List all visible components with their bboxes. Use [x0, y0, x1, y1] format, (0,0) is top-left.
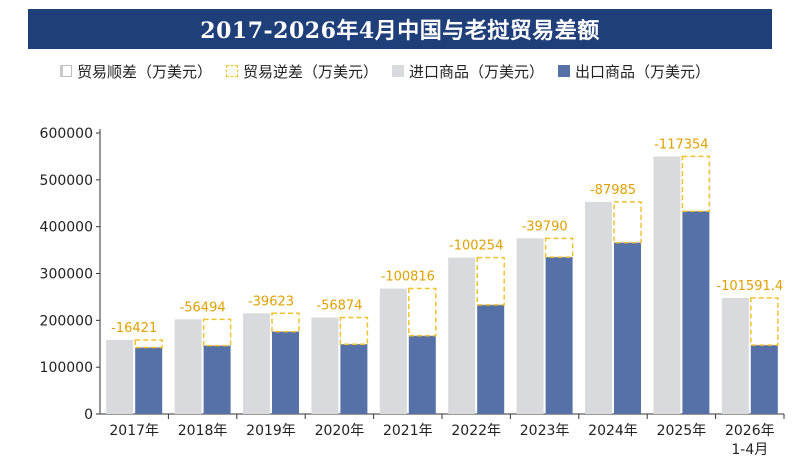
legend-item-deficit: 贸易逆差（万美元） — [226, 61, 378, 82]
import-bar — [379, 288, 407, 414]
export-bar — [750, 345, 778, 414]
y-tick-label: 400000 — [40, 220, 93, 236]
x-tick-label: 2024年 — [588, 423, 638, 439]
deficit-data-label: -39790 — [522, 219, 568, 234]
y-tick-label: 100000 — [40, 360, 93, 376]
y-tick-label: 0 — [84, 407, 93, 423]
deficit-box — [202, 318, 232, 347]
x-tick-label: 2018年 — [178, 423, 228, 439]
import-bar — [653, 156, 681, 414]
legend-item-import: 进口商品（万美元） — [392, 61, 544, 82]
deficit-box — [681, 155, 711, 212]
x-tick-label: 2026年 — [725, 423, 775, 439]
import-bar — [311, 317, 339, 414]
x-tick-label: 2017年 — [109, 423, 159, 439]
x-tick-label: 2022年 — [451, 423, 501, 439]
y-tick-label: 200000 — [40, 313, 93, 329]
deficit-data-label: -100254 — [449, 239, 503, 254]
legend-swatch-deficit — [226, 65, 239, 77]
legend-label-import: 进口商品（万美元） — [409, 62, 545, 81]
deficit-box — [750, 297, 779, 346]
deficit-data-label: -101591.4 — [716, 279, 783, 294]
export-bar — [135, 347, 163, 414]
export-bar — [272, 331, 299, 414]
legend-label-deficit: 贸易逆差（万美元） — [243, 62, 379, 81]
deficit-box — [476, 256, 505, 306]
y-tick-label: 600000 — [40, 126, 93, 142]
import-bar — [721, 297, 749, 414]
legend-item-surplus: 贸易顺差（万美元） — [60, 61, 212, 82]
legend: 贸易顺差（万美元） 贸易逆差（万美元） 进口商品（万美元） 出口商品（万美元） — [60, 58, 710, 84]
import-bar — [174, 319, 202, 414]
y-tick-label: 500000 — [40, 173, 93, 189]
import-bar — [106, 340, 134, 414]
import-bar — [516, 238, 544, 414]
y-tick-label: 300000 — [40, 267, 93, 283]
export-bar — [477, 304, 505, 414]
deficit-box — [271, 312, 300, 333]
import-bar — [448, 257, 476, 414]
import-bar — [585, 201, 612, 414]
export-bar — [203, 345, 231, 414]
x-tick-label: 2023年 — [520, 423, 570, 439]
deficit-data-label: -117354 — [654, 137, 708, 152]
legend-item-export: 出口商品（万美元） — [558, 61, 710, 82]
x-tick-label: 1-4月 — [731, 442, 768, 458]
legend-label-surplus: 贸易顺差（万美元） — [77, 62, 213, 81]
deficit-box — [134, 339, 163, 349]
deficit-box — [613, 201, 642, 244]
x-tick-label: 2019年 — [246, 423, 296, 439]
export-bar — [545, 257, 573, 414]
deficit-data-label: -100816 — [381, 269, 435, 284]
deficit-data-label: -87985 — [590, 183, 636, 198]
chart-title: 2017-2026年4月中国与老挝贸易差额 — [200, 18, 600, 44]
chart-title-bar: 2017-2026年4月中国与老挝贸易差额 — [28, 9, 772, 49]
deficit-data-label: -56874 — [316, 299, 362, 314]
x-tick-label: 2021年 — [383, 423, 433, 439]
export-bar — [614, 242, 641, 414]
x-tick-label: 2020年 — [315, 423, 365, 439]
deficit-box — [339, 316, 369, 345]
import-bar — [243, 313, 270, 414]
legend-label-export: 出口商品（万美元） — [575, 62, 711, 81]
deficit-data-label: -39623 — [248, 294, 294, 309]
deficit-box — [544, 237, 574, 258]
deficit-data-label: -16421 — [111, 321, 157, 336]
legend-swatch-surplus — [60, 65, 72, 77]
deficit-data-label: -56494 — [180, 300, 226, 315]
export-bar — [408, 335, 436, 414]
x-tick-label: 2025年 — [657, 423, 707, 439]
legend-swatch-import — [392, 65, 405, 77]
export-bar — [682, 211, 710, 414]
legend-swatch-export — [558, 65, 571, 77]
deficit-box — [408, 287, 437, 337]
export-bar — [340, 344, 368, 414]
